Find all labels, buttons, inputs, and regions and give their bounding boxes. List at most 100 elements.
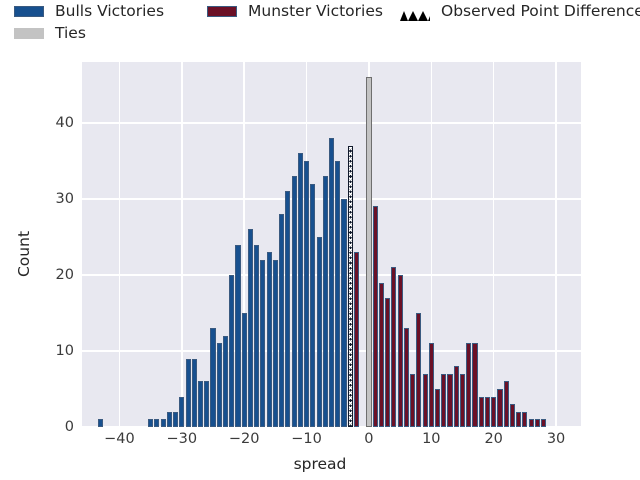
bar-bulls-victory	[241, 312, 247, 427]
y-tick-label: 30	[55, 190, 74, 207]
bar-munster-victory	[522, 411, 528, 427]
bar-munster-victory	[403, 328, 409, 427]
y-tick-label: 40	[55, 114, 74, 131]
gridline-vertical	[118, 62, 121, 427]
bar-bulls-victory	[98, 419, 104, 427]
legend-label-bulls-victories: Bulls Victories	[55, 2, 165, 20]
bar-bulls-victory	[210, 328, 216, 427]
x-tick-label: −20	[228, 431, 260, 447]
bar-bulls-victory	[266, 252, 272, 427]
legend: Bulls Victories Munster Victories Observ…	[0, 0, 640, 52]
legend-item-ties: Ties	[14, 24, 86, 42]
bar-bulls-victory	[316, 236, 322, 427]
bar-bulls-victory	[335, 160, 341, 427]
observed-point-difference-line	[347, 145, 353, 427]
bar-bulls-victory	[341, 198, 347, 427]
bar-bulls-victory	[197, 381, 204, 427]
bar-bulls-victory	[229, 274, 235, 427]
bar-munster-victory	[416, 312, 422, 427]
bar-tie	[366, 77, 372, 427]
bar-munster-victory	[509, 404, 515, 427]
bar-munster-victory	[378, 282, 384, 427]
bar-munster-victory	[466, 343, 472, 427]
bar-munster-victory	[372, 206, 378, 427]
bar-bulls-victory	[279, 214, 285, 427]
y-tick-label: 10	[55, 342, 74, 359]
x-tick-label: 20	[484, 431, 503, 447]
bar-munster-victory	[453, 366, 459, 427]
bar-bulls-victory	[204, 381, 210, 427]
legend-swatch-ties	[14, 28, 44, 40]
bar-bulls-victory	[260, 259, 266, 427]
bar-bulls-victory	[254, 244, 260, 427]
bar-munster-victory	[410, 373, 416, 427]
bar-bulls-victory	[285, 191, 291, 427]
x-tick-label: 10	[422, 431, 441, 447]
bar-munster-victory	[422, 373, 428, 427]
plot-area	[82, 62, 581, 427]
bar-bulls-victory	[191, 358, 197, 427]
y-tick-label: 20	[55, 266, 74, 283]
bar-bulls-victory	[148, 419, 154, 427]
bar-bulls-victory	[154, 419, 160, 427]
bar-munster-victory	[472, 343, 478, 427]
bar-munster-victory	[541, 419, 547, 427]
x-tick-label: 30	[546, 431, 566, 447]
gridline-vertical	[243, 62, 245, 427]
bar-bulls-victory	[272, 259, 278, 427]
gridline-horizontal	[82, 122, 581, 124]
gridline-vertical	[430, 62, 433, 427]
bar-bulls-victory	[222, 335, 229, 427]
bar-munster-victory	[391, 267, 397, 427]
bar-bulls-victory	[185, 358, 191, 427]
bar-munster-victory	[441, 373, 447, 427]
bar-munster-victory	[491, 396, 497, 427]
bar-bulls-victory	[160, 419, 166, 427]
bar-munster-victory	[353, 252, 360, 427]
bar-bulls-victory	[297, 153, 303, 427]
bar-bulls-victory	[247, 229, 254, 427]
bar-bulls-victory	[235, 244, 241, 427]
bar-munster-victory	[435, 388, 441, 427]
bar-munster-victory	[385, 297, 391, 427]
bar-bulls-victory	[322, 176, 328, 427]
bar-bulls-victory	[166, 411, 172, 427]
legend-item-munster-victories: Munster Victories	[207, 2, 383, 20]
bar-munster-victory	[397, 274, 403, 427]
x-tick-label: −10	[291, 431, 322, 447]
legend-label-munster-victories: Munster Victories	[248, 2, 383, 20]
hatch-pattern-icon	[400, 10, 430, 22]
legend-swatch-bulls-victories	[14, 6, 44, 18]
bar-bulls-victory	[310, 183, 316, 427]
bar-munster-victory	[459, 373, 466, 427]
bar-munster-victory	[478, 396, 484, 427]
bar-munster-victory	[503, 381, 509, 427]
bar-munster-victory	[497, 388, 503, 427]
legend-label-ties: Ties	[55, 24, 86, 42]
x-tick-label: 0	[364, 431, 374, 447]
bar-bulls-victory	[304, 160, 310, 427]
bar-bulls-victory	[291, 176, 297, 427]
bar-munster-victory	[528, 419, 534, 427]
bar-bulls-victory	[173, 411, 179, 427]
gridline-vertical	[181, 62, 183, 427]
x-tick-label: −40	[104, 431, 135, 447]
legend-label-observed-point-difference: Observed Point Difference	[441, 2, 640, 20]
bar-munster-victory	[516, 411, 522, 427]
y-tick-label: 0	[64, 418, 74, 435]
bar-munster-victory	[484, 396, 491, 427]
gridline-vertical	[555, 62, 557, 427]
gridline-vertical	[492, 62, 495, 427]
legend-swatch-observed-point-difference	[400, 6, 430, 22]
bar-bulls-victory	[216, 343, 222, 427]
bar-munster-victory	[428, 343, 434, 427]
x-tick-label: −30	[166, 431, 198, 447]
bar-munster-victory	[534, 419, 540, 427]
legend-swatch-munster-victories	[207, 6, 237, 18]
x-axis-label: spread	[293, 455, 347, 473]
legend-item-observed-point-difference: Observed Point Difference	[400, 2, 640, 22]
bar-bulls-victory	[328, 138, 335, 427]
bar-munster-victory	[447, 373, 453, 427]
y-axis-label: Count	[15, 230, 33, 278]
